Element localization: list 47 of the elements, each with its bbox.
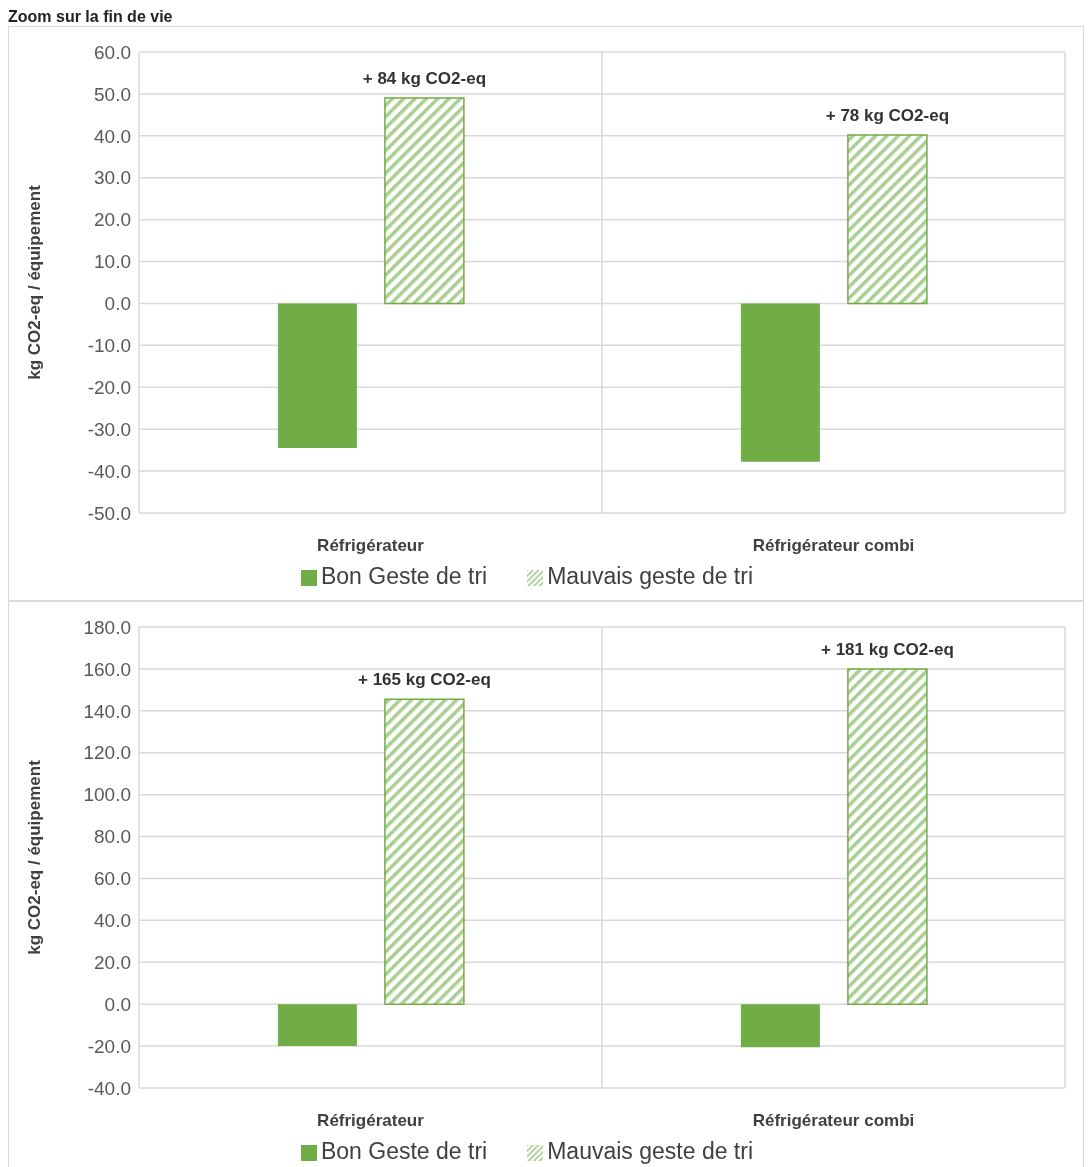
y-tick-label: 120.0 [83, 742, 131, 764]
y-tick-label: 10.0 [94, 251, 131, 273]
y-tick-label: 140.0 [83, 700, 131, 722]
bar [740, 1004, 820, 1048]
x-tick-label: Réfrigérateur [317, 536, 425, 556]
data-label: + 84 kg CO2-eq [362, 69, 487, 89]
y-tick-label: -20.0 [87, 377, 131, 399]
data-label: + 78 kg CO2-eq [825, 105, 950, 125]
y-tick-label: -10.0 [87, 335, 131, 357]
y-tick-label: 20.0 [94, 952, 131, 974]
legend-label: Mauvais geste de tri [547, 1138, 754, 1164]
y-tick-label: 40.0 [94, 910, 131, 932]
legend-label: Mauvais geste de tri [547, 563, 754, 589]
legend-label: Bon Geste de tri [320, 1138, 488, 1164]
bar [384, 97, 465, 305]
y-tick-label: 0.0 [104, 993, 131, 1015]
bar [740, 303, 820, 462]
y-tick-label: -30.0 [87, 418, 131, 440]
y-axis-title: kg CO2-eq / équipement [25, 759, 45, 955]
x-tick-label: Réfrigérateur [317, 1111, 425, 1131]
x-tick-label: Réfrigérateur combi [752, 1111, 915, 1131]
y-tick-label: 20.0 [94, 209, 131, 231]
y-tick-label: -50.0 [87, 502, 131, 524]
y-tick-label: 50.0 [94, 83, 131, 105]
y-tick-label: 80.0 [94, 826, 131, 848]
y-tick-label: 160.0 [83, 658, 131, 680]
bar [277, 303, 357, 449]
data-label: + 181 kg CO2-eq [821, 639, 954, 659]
y-tick-label: 100.0 [83, 784, 131, 806]
y-tick-label: 40.0 [94, 125, 131, 147]
y-tick-label: -20.0 [87, 1035, 131, 1057]
x-tick-label: Réfrigérateur combi [752, 536, 915, 556]
y-tick-label: -40.0 [87, 1077, 131, 1099]
y-tick-label: 180.0 [83, 616, 131, 638]
bar [847, 668, 928, 1005]
y-tick-label: 30.0 [94, 167, 131, 189]
bar [277, 1004, 357, 1047]
y-tick-label: 60.0 [94, 868, 131, 890]
y-axis-title: kg CO2-eq / équipement [25, 184, 45, 380]
legend-label: Bon Geste de tri [320, 563, 488, 589]
data-label: + 165 kg CO2-eq [358, 670, 491, 690]
y-tick-label: 60.0 [94, 41, 131, 63]
bar [847, 134, 928, 305]
bar [384, 698, 465, 1005]
chart-title: Zoom sur la fin de vie [8, 8, 174, 26]
y-tick-label: -40.0 [87, 460, 131, 482]
y-tick-label: 0.0 [104, 293, 131, 315]
